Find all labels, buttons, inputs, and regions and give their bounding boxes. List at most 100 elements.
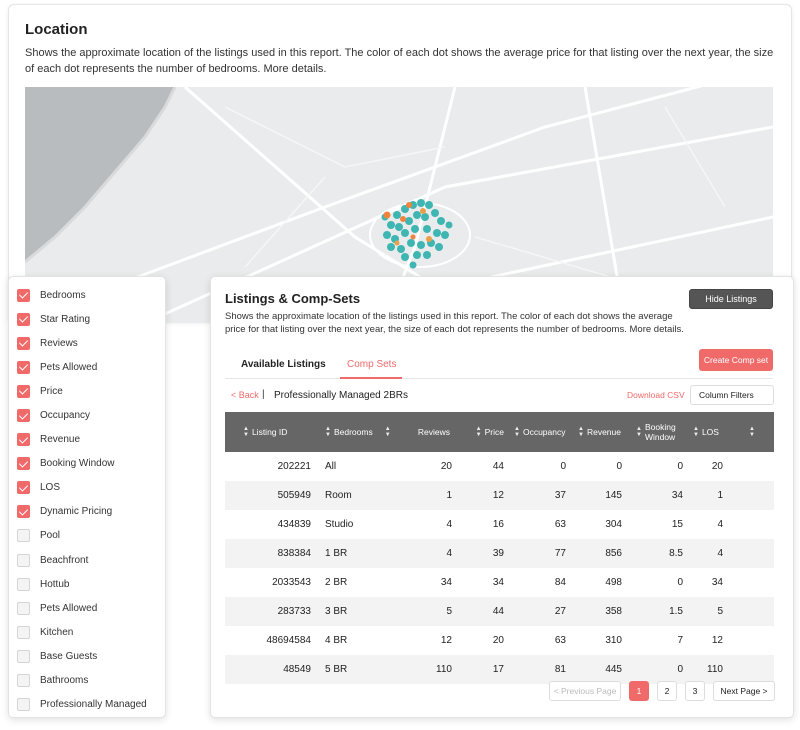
- checkbox-checked-icon[interactable]: [17, 288, 30, 302]
- checkbox-unchecked-icon[interactable]: [17, 649, 30, 663]
- checkbox-checked-icon[interactable]: [17, 360, 30, 374]
- table-row[interactable]: 48549 5 BR 110 17 81 445 0 110: [225, 655, 774, 684]
- cell-spacer: [733, 626, 774, 655]
- filter-item[interactable]: Pool: [9, 524, 165, 548]
- page-2-button[interactable]: 2: [657, 681, 677, 701]
- checkbox-unchecked-icon[interactable]: [17, 601, 30, 615]
- header-booking-window[interactable]: ▲ ▼ Booking Window: [636, 422, 676, 442]
- cell-booking-window: 0: [677, 664, 683, 675]
- location-title: Location: [25, 21, 88, 38]
- cell-bedrooms: Studio: [325, 519, 354, 530]
- filter-item[interactable]: Pets Allowed: [9, 355, 165, 379]
- header-listing-id[interactable]: ▲ ▼ Listing ID: [243, 426, 288, 438]
- download-csv-link[interactable]: Download CSV: [627, 390, 685, 400]
- checkbox-unchecked-icon[interactable]: [17, 529, 30, 543]
- filter-label: Professionally Managed: [40, 699, 147, 711]
- table-header: ▲ ▼ Listing ID ▲ ▼ Bedrooms ▲ ▼ Reviews ▲ ▼ Pric…: [225, 412, 774, 452]
- filter-item[interactable]: Bathrooms: [9, 669, 165, 693]
- filter-item[interactable]: Beachfront: [9, 548, 165, 572]
- header-extra-sort[interactable]: ▲ ▼: [733, 412, 774, 452]
- filter-item[interactable]: Kitchen: [9, 620, 165, 644]
- checkbox-unchecked-icon[interactable]: [17, 674, 30, 688]
- table-row[interactable]: 838384 1 BR 4 39 77 856 8.5 4: [225, 539, 774, 568]
- filter-item[interactable]: Star Rating: [9, 307, 165, 331]
- next-page-button[interactable]: Next Page >: [713, 681, 775, 701]
- tab-comp-sets[interactable]: Comp Sets: [347, 359, 397, 370]
- header-occupancy[interactable]: ▲ ▼ Occupancy: [514, 426, 566, 438]
- checkbox-checked-icon[interactable]: [17, 481, 30, 495]
- cell-los: 110: [707, 664, 723, 675]
- header-los[interactable]: ▲ ▼ LOS: [693, 426, 719, 438]
- checkbox-checked-icon[interactable]: [17, 312, 30, 326]
- filter-item[interactable]: Revenue: [9, 428, 165, 452]
- filter-item[interactable]: Reviews: [9, 331, 165, 355]
- header-revenue[interactable]: ▲ ▼ Revenue: [578, 426, 621, 438]
- page-1-button[interactable]: 1: [629, 681, 649, 701]
- listing-tabs: Available Listings Comp Sets: [225, 349, 773, 379]
- header-bedrooms[interactable]: ▲ ▼ Bedrooms ▲ ▼: [325, 426, 391, 438]
- checkbox-checked-icon[interactable]: [17, 457, 30, 471]
- cell-id: 434839: [277, 519, 311, 530]
- filter-item[interactable]: Booking Window: [9, 452, 165, 476]
- cell-bedrooms: Room: [325, 490, 352, 501]
- filter-item[interactable]: Base Guests: [9, 644, 165, 668]
- cell-occupancy: 27: [554, 606, 566, 617]
- cell-booking-window: 34: [671, 490, 683, 501]
- filter-item[interactable]: Price: [9, 379, 165, 403]
- filter-item[interactable]: Bedrooms: [9, 283, 165, 307]
- listings-card: Listings & Comp-Sets Hide Listings Shows…: [210, 276, 794, 718]
- cell-booking-window: 8.5: [669, 548, 683, 559]
- previous-page-button[interactable]: < Previous Page: [549, 681, 621, 701]
- sort-icon: ▲ ▼: [243, 426, 249, 438]
- checkbox-checked-icon[interactable]: [17, 384, 30, 398]
- cell-occupancy: 84: [554, 577, 566, 588]
- sort-icon: ▲ ▼: [749, 426, 755, 438]
- filter-item[interactable]: Hottub: [9, 572, 165, 596]
- checkbox-unchecked-icon[interactable]: [17, 553, 30, 567]
- filter-item[interactable]: Occupancy: [9, 403, 165, 427]
- table-row[interactable]: 48694584 4 BR 12 20 63 310 7 12: [225, 626, 774, 655]
- checkbox-checked-icon[interactable]: [17, 433, 30, 447]
- checkbox-unchecked-icon[interactable]: [17, 625, 30, 639]
- checkbox-checked-icon[interactable]: [17, 336, 30, 350]
- table-row[interactable]: 505949 Room 1 12 37 145 34 1: [225, 481, 774, 510]
- back-link[interactable]: < Back: [231, 390, 259, 400]
- filter-label: Reviews: [40, 337, 78, 349]
- filter-label: Hottub: [40, 578, 70, 590]
- header-reviews[interactable]: Reviews: [417, 427, 450, 437]
- checkbox-checked-icon[interactable]: [17, 409, 30, 423]
- cell-bedrooms: 5 BR: [325, 664, 348, 675]
- filter-item[interactable]: Dynamic Pricing: [9, 500, 165, 524]
- table-row[interactable]: 434839 Studio 4 16 63 304 15 4: [225, 510, 774, 539]
- create-comp-set-button[interactable]: Create Comp set: [699, 349, 773, 371]
- page-3-button[interactable]: 3: [685, 681, 705, 701]
- table-row[interactable]: 2033543 2 BR 34 34 84 498 0 34: [225, 568, 774, 597]
- checkbox-checked-icon[interactable]: [17, 505, 30, 519]
- cell-id: 283733: [277, 606, 311, 617]
- header-price[interactable]: ▲ ▼ Price: [475, 426, 504, 438]
- cell-id: 202221: [277, 461, 311, 472]
- filter-item[interactable]: Pets Allowed: [9, 596, 165, 620]
- map-coastline: [25, 87, 177, 264]
- filter-item[interactable]: Professionally Managed: [9, 693, 165, 717]
- cell-occupancy: 77: [554, 548, 566, 559]
- filter-label: Kitchen: [40, 626, 74, 638]
- cell-revenue: 310: [605, 635, 622, 646]
- checkbox-unchecked-icon[interactable]: [17, 577, 30, 591]
- sort-icon: ▲ ▼: [578, 426, 584, 438]
- cell-revenue: 856: [605, 548, 622, 559]
- filter-item[interactable]: LOS: [9, 476, 165, 500]
- column-filters-button[interactable]: Column Filters: [690, 385, 774, 405]
- tab-available-listings[interactable]: Available Listings: [241, 359, 326, 370]
- cell-spacer: [733, 597, 774, 626]
- cell-occupancy: 0: [560, 461, 566, 472]
- table-row[interactable]: 283733 3 BR 5 44 27 358 1.5 5: [225, 597, 774, 626]
- cell-los: 12: [711, 635, 723, 646]
- cell-price: 20: [492, 635, 504, 646]
- checkbox-unchecked-icon[interactable]: [17, 698, 30, 712]
- hide-listings-button[interactable]: Hide Listings: [689, 289, 773, 309]
- table-row[interactable]: 202221 All 20 44 0 0 0 20: [225, 452, 774, 481]
- cell-booking-window: 1.5: [669, 606, 683, 617]
- sort-icon: ▲ ▼: [384, 426, 391, 438]
